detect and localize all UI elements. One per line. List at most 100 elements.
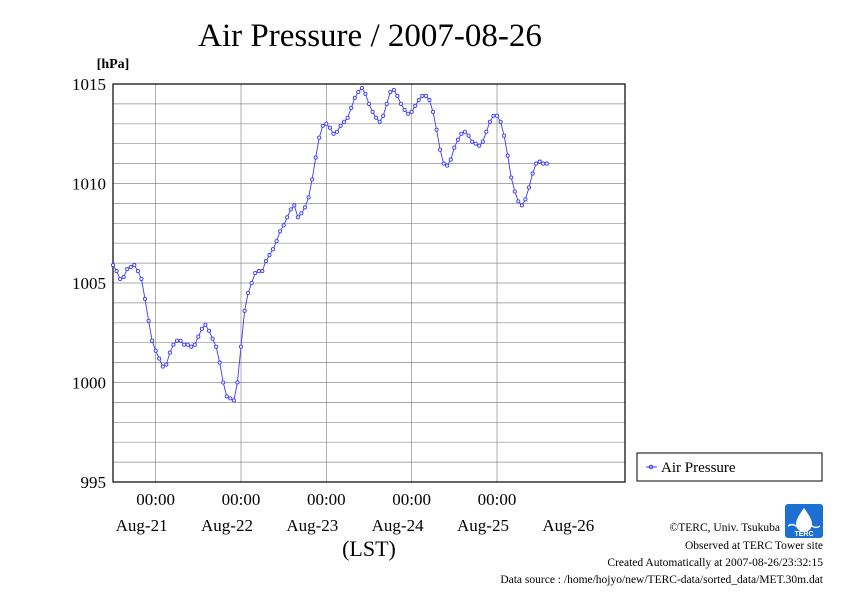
data-point — [512, 189, 517, 194]
data-point — [473, 141, 478, 146]
data-point — [331, 131, 336, 136]
data-point — [121, 274, 126, 280]
data-point — [231, 398, 236, 403]
data-point — [114, 269, 119, 274]
data-point — [334, 129, 340, 134]
data-point — [263, 259, 268, 264]
data-point — [192, 342, 197, 347]
data-point — [480, 139, 485, 144]
data-point — [434, 127, 439, 132]
data-point — [509, 175, 514, 180]
data-point — [345, 115, 350, 120]
data-point — [519, 203, 524, 208]
data-point — [224, 394, 229, 399]
data-point — [398, 101, 404, 106]
data-point — [281, 223, 286, 228]
data-point — [153, 348, 158, 353]
data-point — [466, 133, 471, 138]
data-point — [210, 336, 215, 341]
data-point — [327, 125, 332, 130]
x-date-label: Aug-23 — [286, 516, 338, 535]
x-date-label: Aug-21 — [116, 516, 168, 535]
data-point — [445, 163, 450, 168]
data-point — [267, 253, 272, 258]
y-tick-label: 1000 — [72, 374, 106, 393]
data-point — [132, 263, 137, 268]
data-point — [370, 109, 375, 114]
data-point — [516, 199, 521, 204]
data-point — [359, 85, 364, 91]
data-point — [388, 89, 393, 95]
data-point — [502, 133, 507, 138]
data-point — [253, 270, 258, 276]
data-point — [352, 95, 357, 100]
data-point — [448, 157, 453, 162]
data-point — [498, 119, 503, 124]
data-point — [110, 263, 116, 268]
data-point — [199, 326, 204, 331]
data-point — [430, 109, 436, 114]
data-point — [413, 103, 418, 108]
data-point — [146, 318, 151, 323]
data-point — [523, 197, 528, 202]
data-point — [174, 338, 180, 343]
series-line — [112, 87, 547, 402]
data-point — [185, 342, 190, 347]
data-point — [142, 296, 148, 301]
chart-title: Air Pressure / 2007-08-26 — [198, 18, 542, 54]
data-point — [221, 380, 226, 385]
y-axis-unit-label: [hPa] — [97, 57, 130, 72]
data-point — [302, 205, 308, 210]
data-point — [384, 101, 389, 106]
data-point — [260, 269, 265, 274]
data-point — [285, 215, 290, 220]
x-axis-tick-labels: 00:00 00:00 00:00 00:00 00:00 Aug-21 Aug-22 Aug… — [116, 490, 595, 535]
data-point — [402, 107, 407, 112]
x-date-label: Aug-25 — [457, 516, 509, 535]
data-point — [164, 362, 169, 367]
x-time-tick-label: 00:00 — [307, 490, 346, 509]
data-point — [246, 290, 251, 296]
data-point — [306, 195, 311, 200]
data-point — [288, 207, 293, 212]
data-point — [459, 131, 464, 136]
data-point — [487, 119, 492, 124]
data-point — [324, 121, 329, 126]
data-point — [530, 171, 535, 176]
terc-logo-text: TERC — [794, 531, 813, 538]
data-point — [135, 269, 140, 274]
data-point — [157, 356, 162, 361]
data-point — [374, 115, 379, 120]
data-point — [206, 328, 212, 333]
data-point — [377, 119, 382, 124]
data-point — [423, 93, 428, 98]
data-point — [349, 105, 354, 110]
data-point — [278, 229, 283, 234]
data-point — [160, 364, 165, 369]
data-point — [167, 350, 172, 355]
data-point — [189, 344, 194, 349]
data-point — [270, 247, 276, 252]
terc-logo: TERC — [785, 504, 823, 538]
data-point — [381, 113, 386, 118]
data-point — [217, 360, 222, 365]
data-point — [452, 145, 457, 150]
data-point — [441, 161, 446, 166]
data-point — [484, 129, 489, 134]
data-point — [491, 113, 496, 118]
data-point — [235, 380, 240, 385]
data-point — [242, 308, 247, 313]
data-point — [313, 155, 318, 160]
y-axis-tick-labels: 995 1000 1005 1010 1015 — [72, 75, 106, 492]
data-point — [118, 276, 123, 282]
x-time-tick-label: 00:00 — [478, 490, 517, 509]
data-point — [274, 239, 279, 244]
x-date-label: Aug-22 — [201, 516, 253, 535]
x-time-tick-label: 00:00 — [222, 490, 261, 509]
grid-lines — [113, 84, 625, 482]
data-point — [366, 101, 372, 106]
legend-marker — [648, 464, 654, 470]
y-tick-label: 1010 — [72, 175, 106, 194]
data-point — [317, 135, 322, 140]
y-tick-label: 1015 — [72, 75, 106, 94]
